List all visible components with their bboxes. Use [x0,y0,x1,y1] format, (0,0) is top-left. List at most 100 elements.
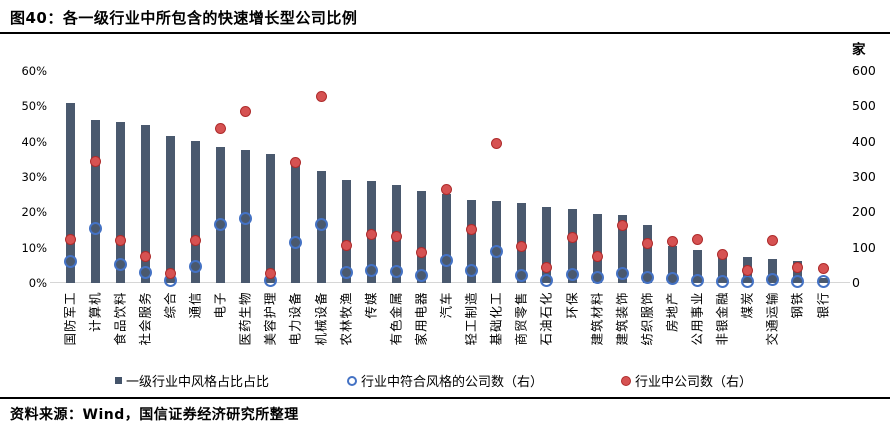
open-circle-marker [414,269,428,283]
bar [642,225,652,283]
open-circle-marker [189,259,202,273]
x-axis-label: 家用电器 [413,291,429,346]
open-circle-marker [615,266,629,280]
filled-circle-marker [390,231,402,243]
filled-circle-marker [265,267,277,279]
filled-circle-marker [516,241,528,253]
x-axis-label: 食品饮料 [112,291,128,346]
filled-circle-marker [240,105,252,117]
bar [592,214,602,283]
filled-circle-marker [742,265,754,277]
footer-divider [0,397,890,399]
open-circle-marker [590,271,604,285]
open-circle-icon [347,375,358,386]
left-axis-tick: 0% [28,276,47,290]
open-circle-marker [640,270,654,284]
title-divider [0,32,890,34]
bar [266,154,276,283]
bar-swatch-icon [115,377,122,384]
filled-circle-marker [114,235,126,247]
filled-circle-icon [621,375,632,386]
x-axis-label: 交通运输 [764,291,780,346]
open-circle-marker [540,274,554,288]
open-circle-marker [88,221,102,235]
bar [693,250,702,283]
filled-circle-marker [591,251,603,263]
filled-circle-marker [616,220,628,232]
x-axis-label: 环保 [564,291,579,319]
legend-item-filled-circle: 行业中公司数（右） [621,371,752,390]
x-axis-label: 汽车 [438,291,454,319]
figure-title: 图40：各一级行业中所包含的快速增长型公司比例 [10,9,358,27]
bar [718,252,728,283]
bar [165,136,175,283]
x-axis-label: 综合 [162,291,178,319]
right-axis-tick: 400 [852,133,876,149]
left-axis-tick: 20% [21,205,47,220]
filled-circle-marker [692,233,703,245]
filled-circle-marker [466,223,478,235]
legend-label-bar: 一级行业中风格占比占比 [126,375,270,390]
x-axis-label: 商贸零售 [513,291,529,346]
left-axis-tick: 60% [21,64,47,78]
x-axis-label: 轻工制造 [463,291,479,346]
open-circle-marker [766,272,780,286]
open-circle-marker [214,218,228,232]
open-circle-marker [113,258,127,272]
filled-circle-marker [541,261,553,273]
open-circle-marker [339,265,353,279]
bar [567,208,577,283]
open-circle-marker [465,264,479,278]
open-circle-marker [364,263,378,277]
bar [492,201,502,283]
x-axis-label: 建筑材料 [589,291,605,346]
filled-circle-marker [491,137,503,149]
filled-circle-marker [717,249,729,261]
open-circle-marker [716,274,730,288]
filled-circle-marker [415,247,427,259]
filled-circle-marker [666,235,678,247]
filled-circle-marker [190,234,201,246]
x-axis-label: 通信 [187,291,203,319]
right-axis-tick: 600 [852,63,876,78]
open-circle-marker [314,217,328,231]
filled-circle-marker [817,263,829,275]
combo-chart: 家 60% 50% 40% 30% 20% 10% 0% 600 500 400 300 200 10… [0,34,890,394]
open-circle-marker [791,274,805,288]
legend-item-bar: 一级行业中风格占比占比 [115,371,269,390]
x-axis-label: 公用事业 [689,291,705,346]
open-circle-marker [490,245,504,259]
open-circle-marker [239,212,253,226]
plot-area [57,71,843,289]
bar [216,146,226,283]
filled-circle-marker [89,155,101,167]
x-axis-label: 房地产 [664,291,680,333]
x-axis-label: 传媒 [363,291,379,319]
bar [542,207,552,283]
right-axis-tick: 500 [852,98,876,114]
x-axis-label: 非银金融 [714,291,730,346]
bar [617,214,627,283]
x-axis-label: 电力设备 [287,291,303,346]
open-circle-marker [515,269,529,283]
left-axis-tick: 40% [21,134,47,149]
open-circle-marker [440,253,453,267]
filled-circle-marker [641,238,653,250]
right-axis-tick: 100 [852,239,876,255]
open-circle-marker [565,268,579,282]
bar [467,200,477,283]
x-axis-label: 电子 [212,291,228,319]
right-axis-tick: 200 [852,204,876,220]
bar [341,180,351,283]
filled-circle-marker [164,268,176,280]
left-axis-tick: 10% [21,240,47,255]
open-circle-marker [289,235,303,249]
filled-circle-marker [139,251,151,263]
bar [191,140,200,283]
bar [416,190,426,283]
filled-circle-marker [290,157,302,169]
source-note: 资料来源：Wind，国信证券经济研究所整理 [10,407,299,423]
open-circle-marker [389,264,403,278]
bar [140,124,150,283]
